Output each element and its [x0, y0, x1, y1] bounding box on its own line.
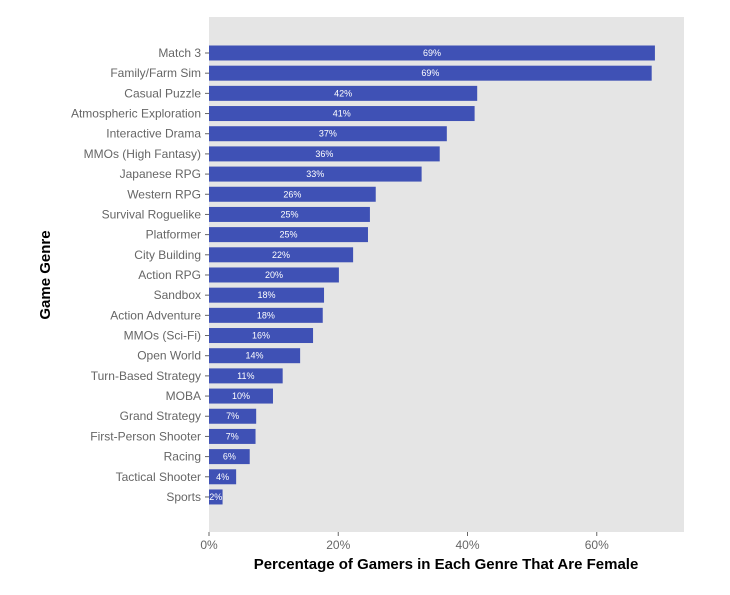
- category-label-family-farm-sim: Family/Farm Sim: [110, 66, 201, 80]
- bar-casual-puzzle: [209, 85, 478, 101]
- category-label-sports: Sports: [166, 490, 201, 504]
- data-label-family-farm-sim: 69%: [421, 68, 439, 78]
- category-labels: Match 3 Family/Farm Sim Casual Puzzle Atmos…: [71, 46, 209, 504]
- category-label-mmos-high-fantasy: MMOs (High Fantasy): [84, 147, 201, 161]
- bar-tactical-shooter: [209, 469, 237, 485]
- bar-interactive-drama: [209, 126, 447, 142]
- bar-family-farm-sim: [209, 65, 652, 81]
- data-label-casual-puzzle: 42%: [334, 88, 352, 98]
- category-label-city-building: City Building: [134, 248, 201, 262]
- data-label-survival-roguelike: 25%: [280, 209, 298, 219]
- bar-mmos-high-fantasy: [209, 146, 440, 162]
- data-label-racing: 6%: [223, 452, 236, 462]
- bar-japanese-rpg: [209, 166, 422, 182]
- bar-first-person-shooter: [209, 428, 256, 444]
- x-tick-label-2: 40%: [455, 538, 479, 552]
- data-label-match-3: 69%: [423, 48, 441, 58]
- x-tick-label-1: 20%: [326, 538, 350, 552]
- x-axis-title: Percentage of Gamers in Each Genre That …: [254, 556, 639, 573]
- bar-mmos-sci-fi: [209, 328, 314, 344]
- category-label-moba: MOBA: [166, 389, 201, 403]
- bar-open-world: [209, 348, 301, 364]
- data-label-action-rpg: 20%: [265, 270, 283, 280]
- data-label-tactical-shooter: 4%: [216, 472, 229, 482]
- data-label-mmos-sci-fi: 16%: [252, 331, 270, 341]
- bar-action-adventure: [209, 307, 323, 323]
- category-label-racing: Racing: [164, 450, 201, 464]
- category-label-atmospheric-exploration: Atmospheric Exploration: [71, 107, 201, 121]
- bar-action-rpg: [209, 267, 339, 283]
- bar-city-building: [209, 247, 354, 263]
- bar-sandbox: [209, 287, 325, 303]
- category-label-turn-based-strategy: Turn-Based Strategy: [91, 369, 201, 383]
- bar-racing: [209, 449, 250, 465]
- category-label-tactical-shooter: Tactical Shooter: [116, 470, 201, 484]
- data-label-grand-strategy: 7%: [226, 411, 239, 421]
- category-label-interactive-drama: Interactive Drama: [106, 127, 201, 141]
- bar-match-3: [209, 45, 655, 61]
- category-label-survival-roguelike: Survival Roguelike: [102, 207, 202, 221]
- x-tick-label-0: 0%: [200, 538, 218, 552]
- category-label-action-rpg: Action RPG: [138, 268, 201, 282]
- bar-survival-roguelike: [209, 206, 370, 222]
- data-label-sandbox: 18%: [258, 290, 276, 300]
- category-label-open-world: Open World: [137, 349, 201, 363]
- category-label-action-adventure: Action Adventure: [110, 308, 201, 322]
- data-label-city-building: 22%: [272, 250, 290, 260]
- category-label-japanese-rpg: Japanese RPG: [120, 167, 201, 181]
- bar-western-rpg: [209, 186, 376, 202]
- data-label-action-adventure: 18%: [257, 310, 275, 320]
- category-label-sandbox: Sandbox: [154, 288, 201, 302]
- data-label-platformer: 25%: [279, 230, 297, 240]
- data-label-western-rpg: 26%: [283, 189, 301, 199]
- y-axis-title: Game Genre: [37, 230, 54, 319]
- category-label-platformer: Platformer: [146, 228, 201, 242]
- bar-grand-strategy: [209, 408, 257, 424]
- bars-group: 69% 69% 42% 41% 37% 36% 33% 26% 25% 25% 22% 20% 18% 1…: [209, 45, 655, 505]
- x-tick-label-3: 60%: [585, 538, 609, 552]
- data-label-first-person-shooter: 7%: [226, 431, 239, 441]
- data-label-turn-based-strategy: 11%: [237, 371, 254, 381]
- category-label-mmos-sci-fi: MMOs (Sci-Fi): [124, 329, 201, 343]
- category-label-western-rpg: Western RPG: [127, 187, 201, 201]
- category-label-first-person-shooter: First-Person Shooter: [90, 429, 201, 443]
- data-label-open-world: 14%: [246, 351, 264, 361]
- category-label-match-3: Match 3: [158, 46, 201, 60]
- x-axis-ticks: 0% 20% 40% 60%: [200, 532, 609, 552]
- data-label-interactive-drama: 37%: [319, 129, 337, 139]
- data-label-atmospheric-exploration: 41%: [333, 109, 351, 119]
- bar-atmospheric-exploration: [209, 106, 475, 122]
- category-label-casual-puzzle: Casual Puzzle: [124, 86, 201, 100]
- bar-moba: [209, 388, 273, 404]
- category-label-grand-strategy: Grand Strategy: [120, 409, 201, 423]
- data-label-japanese-rpg: 33%: [306, 169, 324, 179]
- bar-turn-based-strategy: [209, 368, 283, 384]
- data-label-sports: 2%: [209, 492, 222, 502]
- data-label-moba: 10%: [232, 391, 250, 401]
- bar-platformer: [209, 227, 368, 243]
- bar-sports: [209, 489, 223, 505]
- data-label-mmos-high-fantasy: 36%: [315, 149, 333, 159]
